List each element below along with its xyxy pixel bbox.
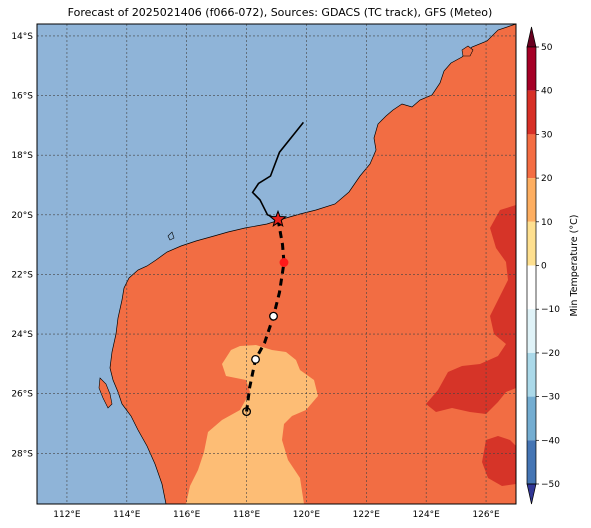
lat-tick-label: 28°S xyxy=(11,449,33,459)
lat-tick-label: 14°S xyxy=(11,32,33,42)
colorbar-bin xyxy=(527,134,536,179)
colorbar-tick-label: 40 xyxy=(541,87,553,97)
lon-tick-label: 124°E xyxy=(413,510,441,520)
warm-patch-south xyxy=(482,436,516,486)
lat-tick-label: 20°S xyxy=(11,211,33,221)
lon-tick-label: 118°E xyxy=(233,510,261,520)
latitude-ticks: 14°S 16°S 18°S 20°S 22°S 24°S 26°S 28°S xyxy=(11,32,33,459)
colorbar-bin xyxy=(527,265,536,310)
colorbar-tick-label: 20 xyxy=(541,174,553,184)
colorbar-extend-bottom xyxy=(526,483,537,505)
colorbar-bin xyxy=(527,221,536,266)
island-shark-bay xyxy=(98,377,113,409)
warm-zone-30-40 xyxy=(426,205,516,414)
storm-track xyxy=(242,121,305,417)
colorbar-bin xyxy=(527,178,536,222)
lon-tick-label: 126°E xyxy=(472,510,500,520)
lat-tick-label: 22°S xyxy=(11,270,33,280)
lon-tick-label: 114°E xyxy=(113,510,141,520)
colorbar-bin xyxy=(527,440,536,484)
colorbar-tick-label: −50 xyxy=(541,480,560,490)
colorbar-tick-label: −10 xyxy=(541,305,560,315)
current-position-star xyxy=(269,209,287,227)
lon-tick-label: 116°E xyxy=(173,510,201,520)
colorbar-tick-label: 30 xyxy=(541,130,553,140)
colorbar-bin xyxy=(527,90,536,135)
lat-tick-label: 26°S xyxy=(11,390,33,400)
lon-tick-label: 122°E xyxy=(353,510,381,520)
forecast-position-marker xyxy=(279,258,289,267)
colorbar-tick-label: −30 xyxy=(541,393,560,403)
colorbar-bin xyxy=(527,47,536,91)
colorbar-tick-label: −20 xyxy=(541,349,560,359)
plot-frame xyxy=(36,23,517,505)
colorbar-bin xyxy=(527,396,536,441)
map-title: Forecast of 2025021406 (f066-072), Sourc… xyxy=(67,6,493,19)
island-north xyxy=(461,45,474,57)
lat-tick-label: 24°S xyxy=(11,330,33,340)
colorbar-tick-label: −40 xyxy=(541,436,560,446)
longitude-ticks: 112°E 114°E 116°E 118°E 120°E 122°E 124°E 126°E xyxy=(53,510,500,520)
lat-tick-label: 18°S xyxy=(11,151,33,161)
colorbar-bin xyxy=(527,352,536,397)
colorbar: 50 40 30 20 10 0 −10 −20 −30 −40 −50 Min Temperatur… xyxy=(526,26,580,505)
forecast-position-marker xyxy=(251,354,260,364)
gridlines xyxy=(37,24,516,504)
past-track-line xyxy=(251,121,305,221)
colorbar-tick-label: 0 xyxy=(541,262,547,272)
map-layers xyxy=(37,24,516,504)
lat-tick-label: 16°S xyxy=(11,92,33,102)
colorbar-label: Min Temperature (°C) xyxy=(569,215,580,317)
colorbar-bin xyxy=(527,309,536,353)
lon-tick-label: 112°E xyxy=(53,510,81,520)
cool-zone-10-20 xyxy=(186,345,318,504)
forecast-position-marker xyxy=(269,311,278,321)
lon-tick-label: 120°E xyxy=(293,510,321,520)
colorbar-tick-label: 50 xyxy=(541,43,553,53)
colorbar-tick-label: 10 xyxy=(541,218,553,228)
island-dampier xyxy=(167,231,175,241)
forecast-position-marker xyxy=(242,407,252,417)
colorbar-extend-top xyxy=(526,26,537,48)
